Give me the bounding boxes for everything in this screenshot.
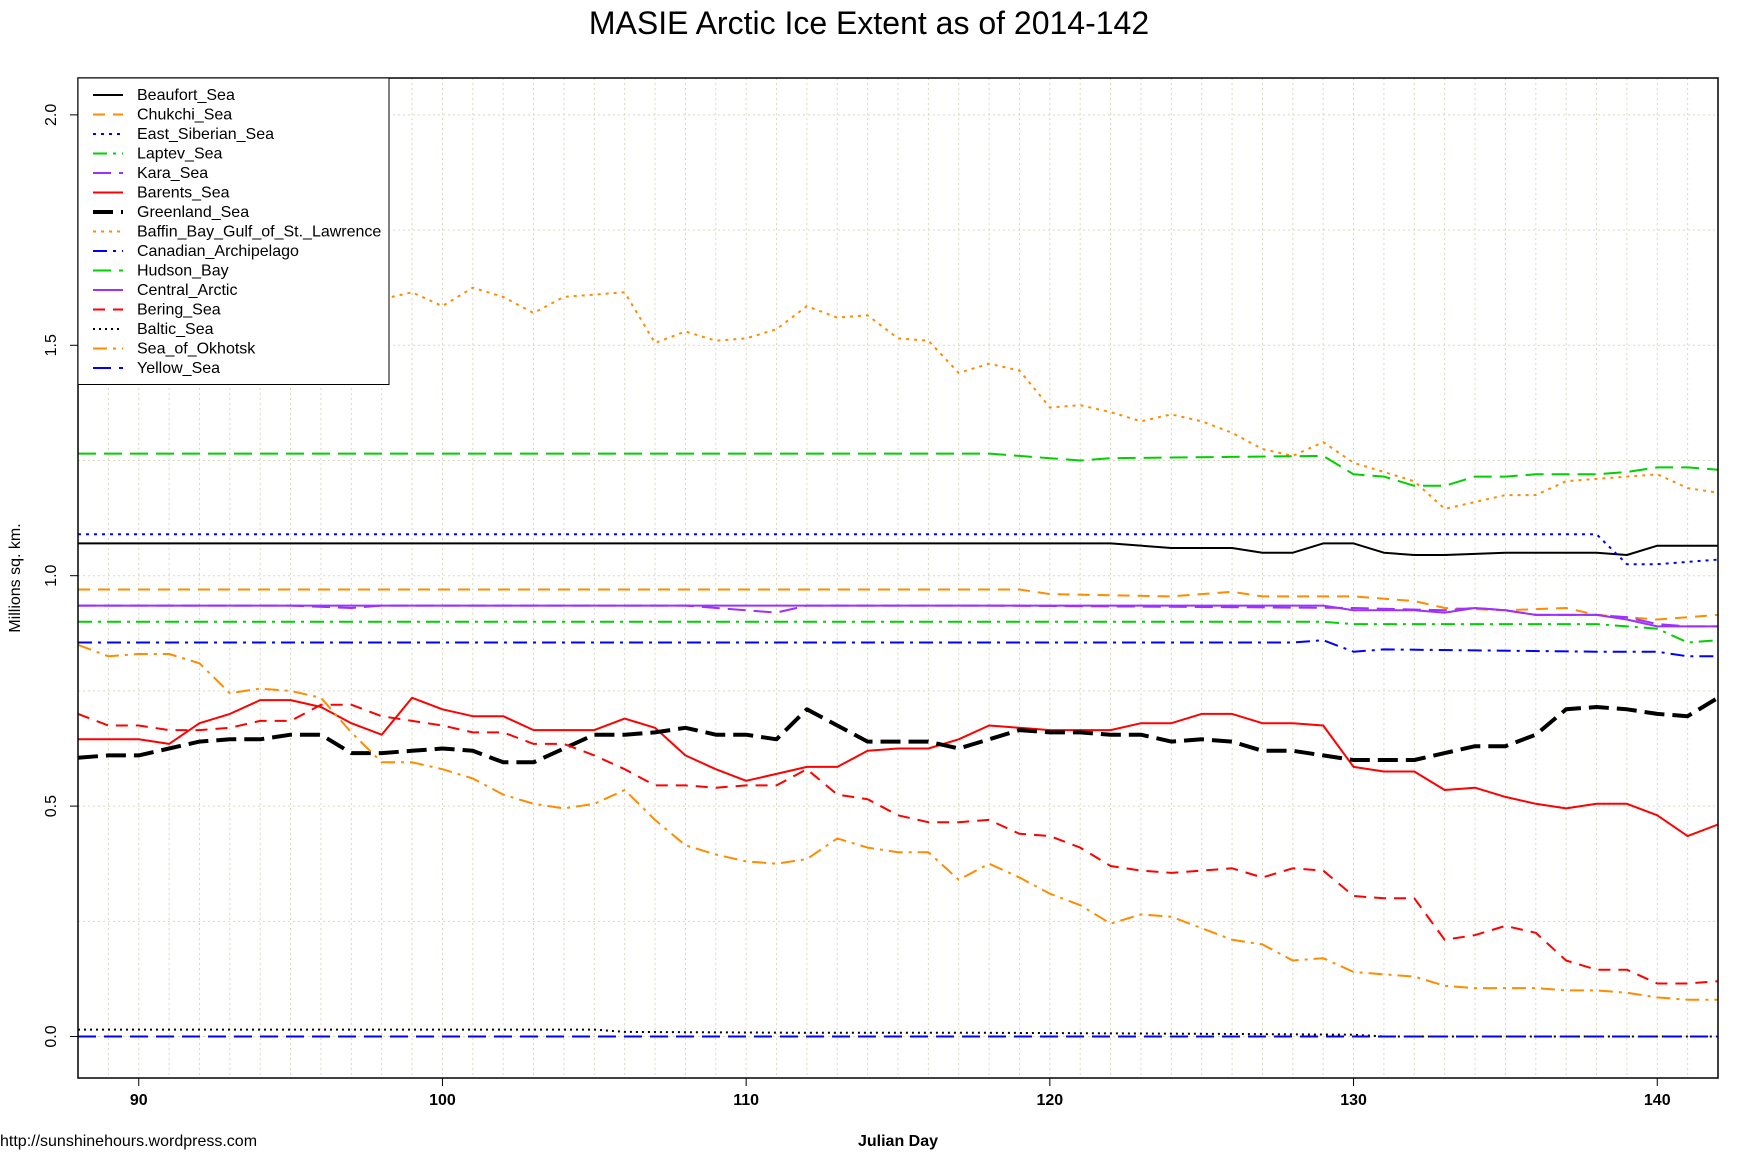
legend-box xyxy=(77,77,390,385)
x-tick-label: 140 xyxy=(1644,1092,1671,1109)
chart-title: MASIE Arctic Ice Extent as of 2014-142 xyxy=(589,5,1149,41)
series-line-greenland-sea xyxy=(77,696,1720,765)
legend-label: Central_Arctic xyxy=(137,282,237,299)
legend-label: Yellow_Sea xyxy=(137,360,220,377)
x-axis-label: Julian Day xyxy=(858,1133,938,1150)
series-line-barents-sea xyxy=(78,696,1719,838)
legend-label: East_Siberian_Sea xyxy=(137,126,274,143)
legend-label: Baffin_Bay_Gulf_of_St._Lawrence xyxy=(137,224,381,241)
series-line-laptev-sea xyxy=(78,620,1719,644)
x-tick-label: 100 xyxy=(429,1092,456,1109)
y-tick-label: 0.5 xyxy=(43,795,60,817)
series-line-hudson-bay xyxy=(78,452,1719,487)
series-line-central-arctic xyxy=(78,604,1718,628)
y-axis-label: Millions sq. km. xyxy=(7,523,24,632)
series-line-chukchi-sea xyxy=(78,588,1719,621)
legend-label: Bering_Sea xyxy=(137,302,221,319)
x-tick-label: 110 xyxy=(733,1092,759,1109)
credit-url: http://sunshinehours.wordpress.com xyxy=(0,1133,257,1150)
x-tick-label: 130 xyxy=(1340,1092,1367,1109)
x-axis: 90 100 110 120 130 140 xyxy=(130,1078,1671,1109)
x-tick-label: 120 xyxy=(1037,1092,1064,1109)
y-tick-label: 0.0 xyxy=(43,1025,60,1047)
y-tick-label: 1.5 xyxy=(43,334,60,356)
legend: Beaufort_Sea Chukchi_Sea East_Siberian_Sea… xyxy=(77,77,390,385)
y-tick-label: 2.0 xyxy=(43,104,60,126)
y-tick-label: 1.0 xyxy=(43,564,60,586)
legend-label: Hudson_Bay xyxy=(137,263,229,280)
series-line-bering-sea xyxy=(77,703,1719,985)
series-line-canadian-archipelago xyxy=(78,639,1718,658)
legend-label: Canadian_Archipelago xyxy=(137,243,299,260)
legend-label: Sea_of_Okhotsk xyxy=(137,341,256,358)
series-line-east-siberian-sea xyxy=(78,533,1719,566)
series-line-sea-of-okhotsk xyxy=(77,643,1718,1001)
series-line-beaufort-sea xyxy=(78,542,1718,556)
legend-label: Baltic_Sea xyxy=(137,321,214,338)
legend-label: Barents_Sea xyxy=(137,185,230,202)
plot-frame xyxy=(77,77,1719,1079)
x-tick-label: 90 xyxy=(130,1092,148,1109)
legend-label: Laptev_Sea xyxy=(137,146,223,163)
y-axis: 0.0 0.5 1.0 1.5 2.0 xyxy=(43,104,78,1048)
legend-label: Chukchi_Sea xyxy=(137,107,232,124)
legend-label: Kara_Sea xyxy=(137,165,208,182)
legend-label: Beaufort_Sea xyxy=(137,87,235,104)
legend-label: Greenland_Sea xyxy=(137,204,249,221)
